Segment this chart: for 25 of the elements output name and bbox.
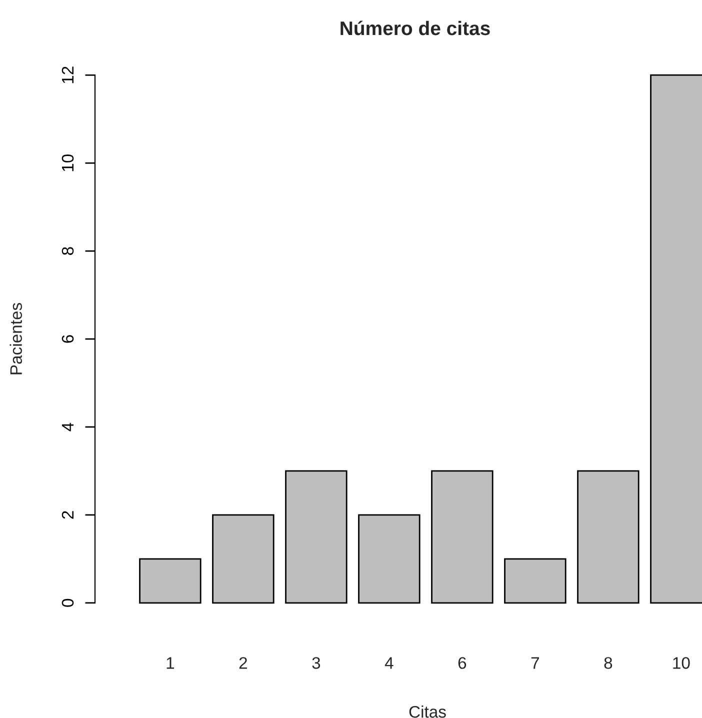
- y-tick-label: 8: [62, 247, 74, 255]
- y-tick-label: 4: [62, 422, 74, 432]
- bar: [212, 514, 274, 604]
- chart-title: Número de citas: [340, 20, 490, 36]
- x-axis-title: Citas: [409, 706, 446, 718]
- y-tick-label: 6: [62, 335, 74, 343]
- bar: [139, 558, 202, 604]
- bar: [358, 514, 420, 604]
- x-tick-label: 6: [458, 657, 466, 669]
- y-tick-label: 0: [62, 598, 74, 607]
- x-tick-label: 10: [673, 657, 690, 669]
- x-tick-label: 1: [166, 657, 174, 669]
- bar: [577, 470, 640, 604]
- bar: [504, 558, 566, 604]
- x-tick-label: 7: [531, 657, 539, 669]
- x-tick-label: 8: [604, 657, 612, 669]
- y-tick-label: 10: [62, 154, 74, 172]
- bar: [431, 470, 494, 604]
- bar: [285, 470, 348, 604]
- x-tick-label: 2: [239, 657, 247, 669]
- x-tick-label: 3: [312, 657, 320, 669]
- y-axis-title: Pacientes: [10, 303, 22, 374]
- y-tick-label: 12: [62, 66, 74, 84]
- y-tick-label: 2: [62, 511, 74, 519]
- x-tick-label: 4: [384, 657, 394, 669]
